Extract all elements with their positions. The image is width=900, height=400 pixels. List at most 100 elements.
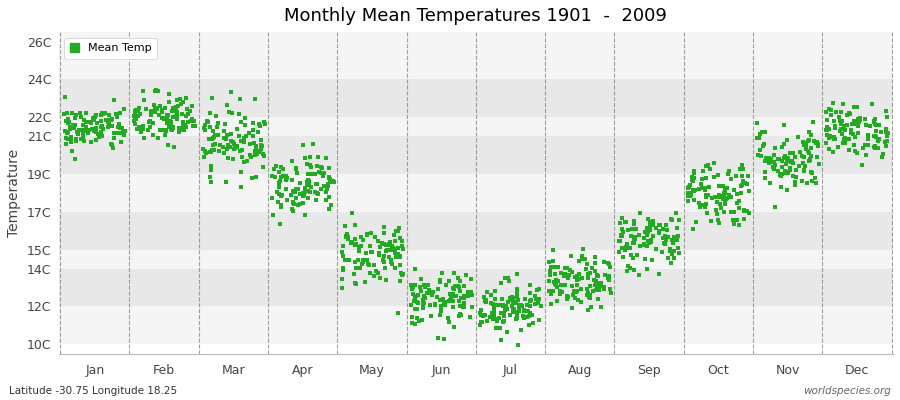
Point xyxy=(856,144,870,151)
Point xyxy=(345,210,359,216)
Point xyxy=(59,118,74,125)
Point xyxy=(286,200,301,206)
Point xyxy=(833,109,848,115)
Point xyxy=(588,268,602,274)
Point xyxy=(436,296,450,302)
Point xyxy=(388,237,402,244)
Point xyxy=(243,152,257,158)
Point xyxy=(502,277,517,284)
Point xyxy=(306,140,320,147)
Point xyxy=(360,232,374,238)
Point xyxy=(388,250,402,256)
Point xyxy=(580,285,594,292)
Point xyxy=(157,116,171,122)
Point xyxy=(640,266,654,273)
Point xyxy=(627,221,642,228)
Point xyxy=(410,314,424,321)
Point xyxy=(802,129,816,135)
Point xyxy=(590,283,604,290)
Point xyxy=(641,216,655,223)
Point xyxy=(434,303,448,310)
Point xyxy=(131,108,146,114)
Point xyxy=(364,242,378,249)
Point xyxy=(149,105,164,111)
Point xyxy=(732,222,746,228)
Point xyxy=(223,89,238,96)
Point xyxy=(826,136,841,142)
Point xyxy=(526,320,540,326)
Point xyxy=(503,312,517,318)
Point xyxy=(594,280,608,287)
Point xyxy=(496,302,510,308)
Point xyxy=(169,104,184,110)
Point xyxy=(387,246,401,252)
Point xyxy=(159,115,174,121)
Point xyxy=(801,138,815,144)
Point xyxy=(457,299,472,306)
Point xyxy=(582,283,597,289)
Point xyxy=(310,196,324,203)
Point xyxy=(572,271,586,277)
Point xyxy=(558,271,572,278)
Point xyxy=(267,174,282,180)
Point xyxy=(819,108,833,115)
Point xyxy=(206,128,220,134)
Point xyxy=(709,206,724,213)
Point xyxy=(454,312,468,318)
Point xyxy=(788,182,803,188)
Point xyxy=(582,295,597,302)
Point xyxy=(452,298,466,304)
Point xyxy=(437,302,452,308)
Point xyxy=(530,287,544,293)
Point xyxy=(682,190,697,196)
Point xyxy=(222,109,237,116)
Point xyxy=(722,191,736,198)
Point xyxy=(742,188,757,194)
Point xyxy=(805,170,819,176)
Point xyxy=(811,140,825,147)
Point xyxy=(867,117,881,124)
Point xyxy=(237,159,251,165)
Point xyxy=(438,298,453,305)
Point xyxy=(382,239,397,246)
Point xyxy=(176,110,190,117)
Point xyxy=(64,139,78,146)
Point xyxy=(144,108,158,114)
Point xyxy=(532,286,546,292)
Point xyxy=(488,288,502,294)
Point xyxy=(454,294,468,301)
Point xyxy=(69,129,84,135)
Point xyxy=(601,275,616,282)
Point xyxy=(517,308,531,315)
Point xyxy=(291,186,305,192)
Point xyxy=(758,174,772,181)
Point xyxy=(426,289,440,295)
Point xyxy=(848,134,862,140)
Point xyxy=(447,324,462,330)
Point xyxy=(590,272,604,278)
Bar xyxy=(58,306,893,344)
Point xyxy=(762,155,777,162)
Point xyxy=(581,294,596,300)
Point xyxy=(101,118,115,125)
Point xyxy=(701,162,716,168)
Point xyxy=(376,257,391,264)
Point xyxy=(238,114,253,121)
Point xyxy=(155,107,169,113)
Point xyxy=(335,276,349,282)
Point xyxy=(795,178,809,184)
Point xyxy=(275,173,290,179)
Point xyxy=(425,292,439,298)
Point xyxy=(197,127,211,133)
Point xyxy=(720,195,734,201)
Point xyxy=(257,121,272,128)
Point xyxy=(379,247,393,254)
Point xyxy=(702,183,716,190)
Point xyxy=(76,138,91,144)
Point xyxy=(102,112,116,118)
Point xyxy=(714,205,728,211)
Point xyxy=(850,150,864,156)
Point xyxy=(204,163,219,169)
Point xyxy=(727,220,742,227)
Point xyxy=(456,293,471,299)
